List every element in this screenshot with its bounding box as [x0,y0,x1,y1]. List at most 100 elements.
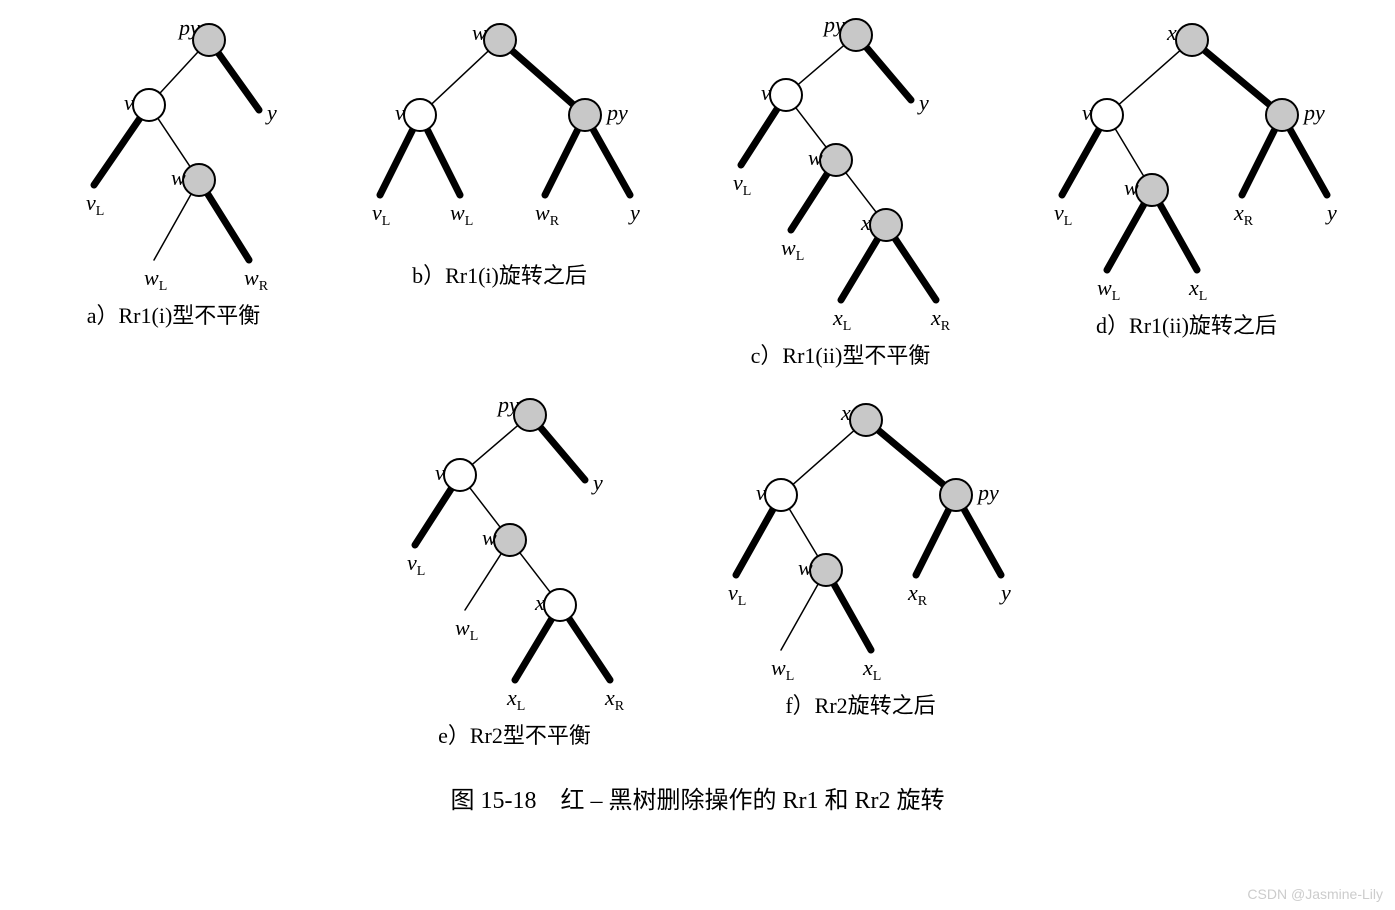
svg-text:xR: xR [604,685,625,710]
tree-edge [545,129,578,195]
tree-node [765,479,797,511]
tree-edge [789,509,818,557]
tree-edge [894,238,935,300]
svg-text:wR: wR [535,200,560,229]
tree-node [850,404,882,436]
caption-d: d）Rr1(ii)旋转之后 [1096,308,1277,340]
tree-d: xvpywvLxRywLxL [1012,10,1362,300]
svg-text:py: py [496,392,519,417]
svg-text:wL: wL [1097,275,1120,300]
tree-edge [845,173,875,213]
svg-text:xL: xL [862,655,881,680]
svg-text:w: w [171,165,186,190]
tree-node [870,209,902,241]
tree-node [1266,99,1298,131]
tree-node [940,479,972,511]
svg-text:y: y [628,200,640,225]
figure-title: 图 15-18 红 – 黑树删除操作的 Rr1 和 Rr2 旋转 [451,780,945,815]
svg-text:py: py [976,480,999,505]
panel-c: pyvwxyvLwLxLxR c）Rr1(ii)型不平衡 [686,10,996,370]
svg-text:y: y [917,90,929,115]
svg-text:xR: xR [907,580,928,609]
tree-a: pyvwyvLwLwR [34,10,314,290]
figure-container: py v w y vL wL wR a）Rr1(i)型不平衡 w v py vL wL wR y b）R… [10,10,1385,825]
tree-edge [781,584,818,650]
tree-edge [741,108,777,165]
row-1: py v w y vL wL wR a）Rr1(i)型不平衡 w v py vL wL wR y b）R… [26,10,1370,370]
panel-d: xvpywvLxRywLxL d）Rr1(ii)旋转之后 [1012,10,1362,370]
tree-e: pyvwxyvLwLxLxR [360,390,670,710]
tree-svg: pyvwyvLwLwR [34,10,314,290]
tree-node [494,524,526,556]
caption-c: c）Rr1(ii)型不平衡 [751,338,931,370]
svg-text:wL: wL [781,235,804,264]
tree-edge [218,53,259,110]
tree-svg: xvpywvLxRywLxL [686,390,1036,680]
tree-b: w v py vL wL wR y [330,10,670,250]
panel-b: w v py vL wL wR y b）Rr1(i)旋转之后 [330,10,670,370]
svg-text:x: x [860,210,871,235]
tree-edge [519,553,549,593]
svg-text:vL: vL [372,200,390,229]
tree-edge [1159,204,1196,270]
tree-edge [427,129,460,195]
svg-text:v: v [756,480,766,505]
caption-f: f）Rr2旋转之后 [785,688,935,720]
svg-text:v: v [1082,100,1092,125]
svg-text:xL: xL [1188,275,1207,300]
svg-text:py: py [1302,100,1325,125]
tree-edge [157,118,189,166]
tree-node [404,99,436,131]
svg-text:vL: vL [407,550,425,579]
tree-edge [94,118,140,185]
tree-edge [207,194,249,260]
tree-edge [798,45,844,84]
tree-node [444,459,476,491]
tree-edge [472,425,518,464]
tree-svg: w v py vL wL wR y [330,10,670,250]
panel-a: pyvwyvLwLwR a）Rr1(i)型不平衡 [34,10,314,370]
tree-node [569,99,601,131]
tree-node [840,19,872,51]
svg-text:v: v [395,100,405,125]
tree-node [1176,24,1208,56]
tree-edge [841,239,878,300]
tree-edge [792,431,853,485]
caption-a: a）Rr1(i)型不平衡 [87,298,261,330]
svg-text:wL: wL [455,615,478,644]
svg-text:xR: xR [1233,200,1254,229]
svg-text:wL: wL [144,265,167,290]
tree-node [820,144,852,176]
svg-text:v: v [761,80,771,105]
tree-edge [1062,129,1099,195]
tree-node [1136,174,1168,206]
caption-b: b）Rr1(i)旋转之后 [412,258,587,290]
svg-text:y: y [999,580,1011,605]
svg-text:xR: xR [930,305,951,330]
tree-edge [465,553,501,610]
tree-edge [833,584,870,650]
svg-text:wL: wL [450,200,473,229]
svg-text:xL: xL [832,305,851,330]
svg-text:w: w [472,20,487,45]
tree-edge [431,51,488,104]
svg-text:w: w [482,525,497,550]
svg-text:w: w [1124,175,1139,200]
svg-text:y: y [591,470,603,495]
tree-edge [380,129,413,195]
svg-text:wR: wR [244,265,269,290]
svg-text:wL: wL [771,655,794,680]
tree-edge [1289,129,1326,195]
svg-text:vL: vL [86,190,104,219]
svg-text:vL: vL [733,170,751,199]
tree-edge [1107,204,1144,270]
svg-text:py: py [822,12,845,37]
tree-svg: xvpywvLxRywLxL [1012,10,1362,300]
svg-text:vL: vL [1054,200,1072,229]
tree-edge [736,509,773,575]
tree-edge [1242,129,1275,195]
svg-text:y: y [265,100,277,125]
tree-node [514,399,546,431]
svg-text:py: py [605,100,628,125]
svg-text:x: x [534,590,545,615]
